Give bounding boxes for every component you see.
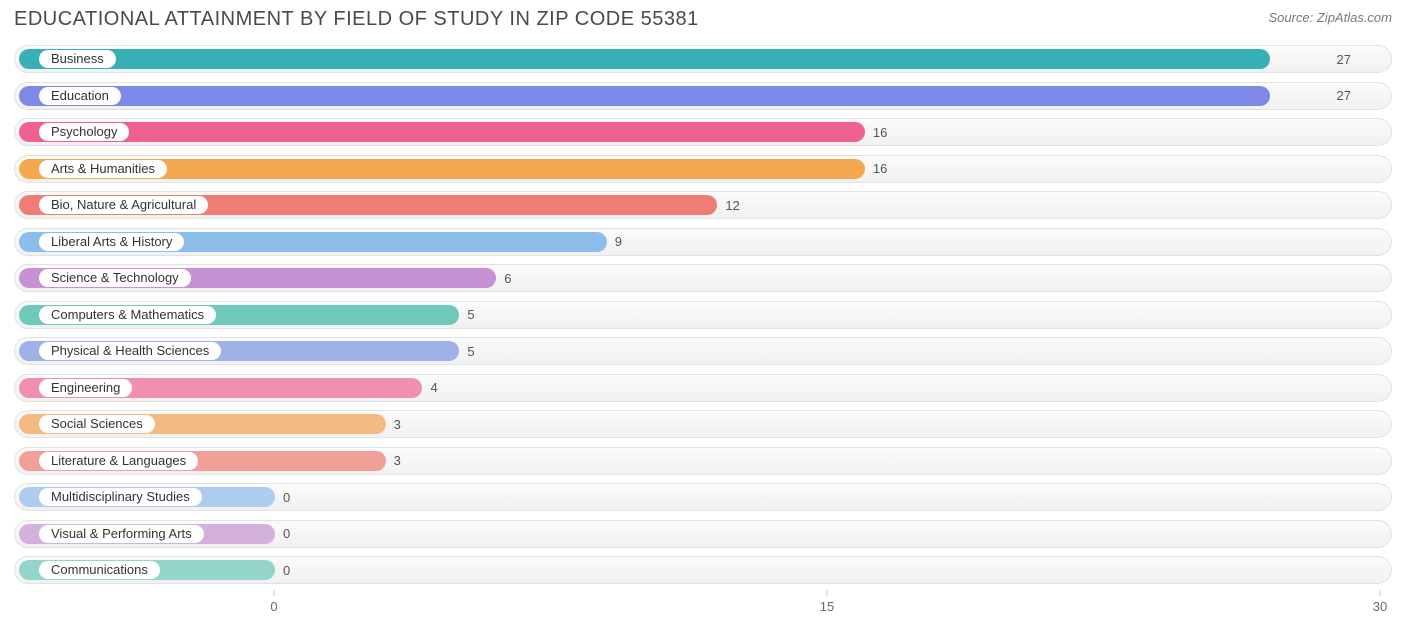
bar-fill (19, 49, 1270, 69)
category-label: Communications (39, 561, 160, 579)
value-label: 12 (725, 192, 739, 218)
tick-line (827, 590, 828, 596)
value-label: 5 (467, 302, 474, 328)
source-name: ZipAtlas.com (1317, 10, 1392, 25)
bar-row: Visual & Performing Arts 0 (14, 520, 1392, 548)
bar-row: Psychology 16 (14, 118, 1392, 146)
chart-header: EDUCATIONAL ATTAINMENT BY FIELD OF STUDY… (14, 8, 1392, 31)
value-label: 6 (504, 265, 511, 291)
category-label: Liberal Arts & History (39, 233, 184, 251)
chart-area: Business27Education27Psychology16Arts & … (14, 45, 1392, 584)
value-label: 4 (430, 375, 437, 401)
value-label: 16 (873, 156, 887, 182)
tick-label: 15 (820, 599, 834, 614)
bar-row: Computers & Mathematics 5 (14, 301, 1392, 329)
tick-line (1380, 590, 1381, 596)
value-label: 3 (394, 411, 401, 437)
category-label: Visual & Performing Arts (39, 525, 204, 543)
bar-row: Physical & Health Sciences 5 (14, 337, 1392, 365)
category-label: Science & Technology (39, 269, 191, 287)
value-label: 0 (283, 484, 290, 510)
tick-label: 0 (270, 599, 277, 614)
x-axis: 0 15 30 (14, 593, 1392, 617)
bar-row: Social Sciences 3 (14, 410, 1392, 438)
value-label: 5 (467, 338, 474, 364)
tick-line (274, 590, 275, 596)
bar-fill (19, 122, 865, 142)
bar-row: Literature & Languages 3 (14, 447, 1392, 475)
source-prefix: Source: (1268, 10, 1316, 25)
category-label: Physical & Health Sciences (39, 342, 221, 360)
category-label: Education (39, 87, 121, 105)
bar-fill (19, 86, 1270, 106)
category-label: Bio, Nature & Agricultural (39, 196, 208, 214)
value-label: 27 (1337, 46, 1351, 72)
category-label: Multidisciplinary Studies (39, 488, 202, 506)
bar-row: Liberal Arts & History 9 (14, 228, 1392, 256)
bar-row: Arts & Humanities 16 (14, 155, 1392, 183)
value-label: 16 (873, 119, 887, 145)
value-label: 0 (283, 557, 290, 583)
category-label: Business (39, 50, 116, 68)
category-label: Literature & Languages (39, 452, 198, 470)
bar-row: Communications 0 (14, 556, 1392, 584)
chart-title: EDUCATIONAL ATTAINMENT BY FIELD OF STUDY… (14, 8, 699, 31)
value-label: 27 (1337, 83, 1351, 109)
category-label: Engineering (39, 379, 132, 397)
category-label: Social Sciences (39, 415, 155, 433)
value-label: 9 (615, 229, 622, 255)
bar-row: Education 27 (14, 82, 1392, 110)
category-label: Arts & Humanities (39, 160, 167, 178)
value-label: 3 (394, 448, 401, 474)
tick-label: 30 (1373, 599, 1387, 614)
bar-row: Science & Technology 6 (14, 264, 1392, 292)
bar-row: Engineering 4 (14, 374, 1392, 402)
category-label: Computers & Mathematics (39, 306, 216, 324)
bar-row: Business 27 (14, 45, 1392, 73)
value-label: 0 (283, 521, 290, 547)
chart-source: Source: ZipAtlas.com (1268, 8, 1392, 25)
bar-row: Multidisciplinary Studies 0 (14, 483, 1392, 511)
category-label: Psychology (39, 123, 129, 141)
bar-row: Bio, Nature & Agricultural 12 (14, 191, 1392, 219)
